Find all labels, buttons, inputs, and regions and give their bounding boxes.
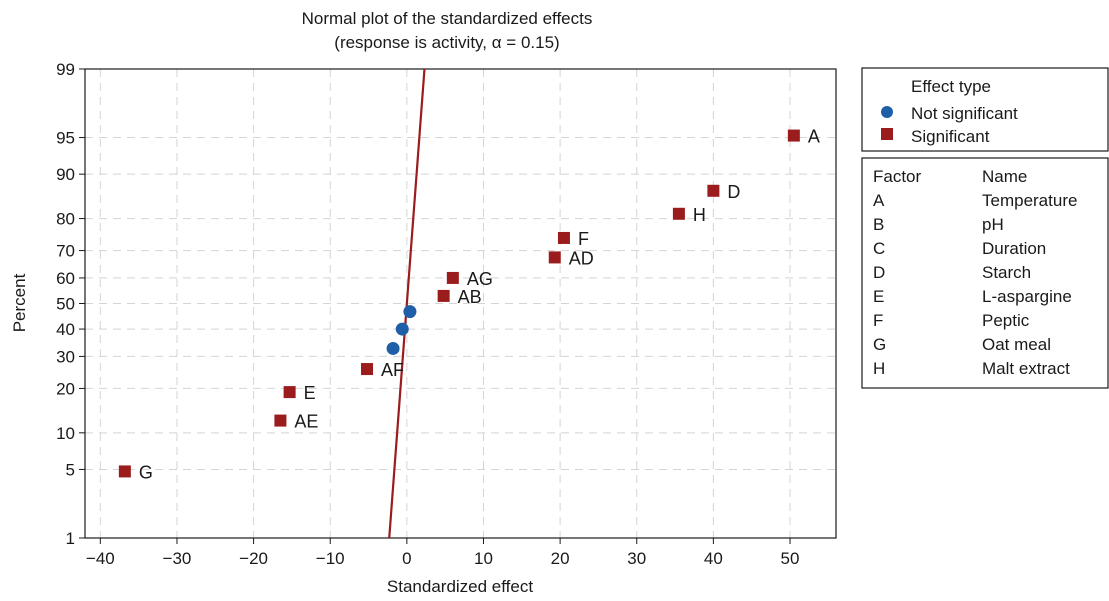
point-label-af: AF	[381, 360, 404, 380]
y-tick-label: 10	[56, 424, 75, 443]
point-ae	[274, 414, 287, 427]
factor-header: Factor	[873, 167, 922, 186]
factor-code: B	[873, 215, 884, 234]
point-ad	[548, 251, 561, 264]
y-tick-label: 99	[56, 60, 75, 79]
x-tick-label: −30	[163, 549, 192, 568]
legend-title: Effect type	[911, 77, 991, 96]
point-label-e: E	[304, 383, 316, 403]
x-tick-label: −40	[86, 549, 115, 568]
y-tick-label: 60	[56, 269, 75, 288]
point-d	[707, 184, 720, 197]
factor-code: G	[873, 335, 886, 354]
point-not-significant	[403, 305, 417, 319]
point-not-significant	[386, 341, 400, 355]
legend-marker-not-significant	[881, 106, 893, 118]
factor-name: Duration	[982, 239, 1046, 258]
x-tick-label: −10	[316, 549, 345, 568]
factor-name: Starch	[982, 263, 1031, 282]
factor-code: H	[873, 359, 885, 378]
y-tick-label: 70	[56, 242, 75, 261]
point-label-f: F	[578, 229, 589, 249]
factor-name: Oat meal	[982, 335, 1051, 354]
legend-box	[861, 67, 1109, 152]
factor-name: L-aspargine	[982, 287, 1072, 306]
legend: Effect type Not significant Significant	[861, 67, 1109, 152]
point-a	[787, 129, 800, 142]
x-tick-label: 0	[402, 549, 411, 568]
factor-name: Peptic	[982, 311, 1030, 330]
point-af	[361, 363, 374, 376]
point-label-ab: AB	[458, 287, 482, 307]
y-tick-label: 80	[56, 210, 75, 229]
factor-code: D	[873, 263, 885, 282]
y-axis-label: Percent	[10, 273, 29, 332]
y-tick-label: 40	[56, 320, 75, 339]
y-tick-label: 50	[56, 295, 75, 314]
factor-table-box	[861, 157, 1109, 389]
chart-title: Normal plot of the standardized effects	[302, 9, 593, 28]
factor-code: E	[873, 287, 884, 306]
factor-code: C	[873, 239, 885, 258]
x-tick-label: 20	[551, 549, 570, 568]
point-f	[557, 231, 570, 244]
factor-code: F	[873, 311, 883, 330]
point-label-a: A	[808, 127, 820, 147]
y-tick-label: 95	[56, 129, 75, 148]
point-ag	[446, 271, 459, 284]
x-axis: −40 −30 −20 −10 0 10 20 30 40 50	[86, 538, 800, 568]
legend-label-significant: Significant	[911, 127, 990, 146]
reference-line	[388, 68, 426, 539]
y-axis: 1 5 10 20 30 40 50 60 70 80 90 95 99	[56, 60, 85, 548]
x-tick-label: 40	[704, 549, 723, 568]
y-tick-label: 30	[56, 347, 75, 366]
point-label-g: G	[139, 462, 153, 482]
point-e	[283, 386, 296, 399]
factor-code: A	[873, 191, 885, 210]
name-header: Name	[982, 167, 1027, 186]
chart-subtitle: (response is activity, α = 0.15)	[334, 33, 559, 52]
point-label-d: D	[727, 182, 740, 202]
factor-name: Temperature	[982, 191, 1077, 210]
y-tick-label: 5	[66, 460, 75, 479]
x-tick-label: 50	[781, 549, 800, 568]
point-not-significant	[395, 322, 409, 336]
factor-name: pH	[982, 215, 1004, 234]
x-tick-label: −20	[239, 549, 268, 568]
point-label-h: H	[693, 205, 706, 225]
x-axis-label: Standardized effect	[387, 577, 533, 596]
factor-name: Malt extract	[982, 359, 1070, 378]
legend-label-not-significant: Not significant	[911, 104, 1018, 123]
x-tick-label: 30	[627, 549, 646, 568]
point-h	[672, 207, 685, 220]
legend-marker-significant	[881, 128, 893, 140]
point-ab	[437, 289, 450, 302]
y-tick-label: 1	[66, 529, 75, 548]
x-tick-label: 10	[474, 549, 493, 568]
point-label-ae: AE	[294, 412, 318, 432]
point-label-ag: AG	[467, 269, 493, 289]
point-g	[118, 465, 131, 478]
y-tick-label: 20	[56, 379, 75, 398]
point-label-ad: AD	[569, 248, 594, 268]
y-tick-label: 90	[56, 165, 75, 184]
factor-table: Factor Name A Temperature B pH C Duration D Starc…	[861, 157, 1109, 389]
